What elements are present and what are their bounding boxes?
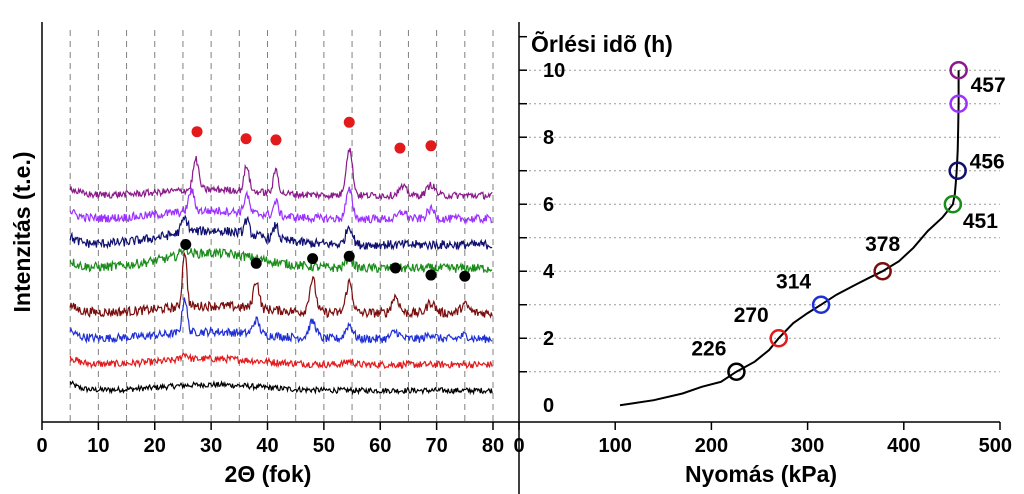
xrd-panel: 0 10 20 30 40 50 60 70 80 2Θ (fok) Intenzitás (t…: [9, 22, 519, 487]
pressure-point-label: 451: [963, 210, 998, 233]
xrd-x-tick-label: 20: [144, 435, 166, 457]
xrd-series-10-h: [69, 214, 493, 251]
pressure-x-tick-label: 100: [599, 435, 632, 457]
pressure-points: 226 270 314 378 451 456 457: [691, 60, 1006, 381]
xrd-series-6-h: [69, 251, 493, 319]
xrd-series-2-h: [69, 352, 493, 370]
xrd-peak-marker: [343, 116, 355, 128]
pressure-point-label: 226: [691, 338, 726, 361]
pressure-panel: 0 100 200 300 400 500 0 2 4 6 8 10 226 270 314 378 451…: [513, 30, 1012, 487]
xrd-x-tick-label: 80: [482, 435, 504, 457]
xrd-series-8-h: [69, 243, 493, 274]
pressure-x-axis-title: Nyomás (kPa): [685, 461, 837, 487]
xrd-peak-marker: [394, 142, 406, 154]
pressure-point-marker: [873, 261, 892, 281]
pressure-point-marker: [769, 328, 788, 348]
xrd-series-4-h: [69, 297, 493, 345]
xrd-series-0-h: [69, 379, 493, 396]
pressure-point-label: 456: [970, 151, 1005, 174]
xrd-x-ticks: 0 10 20 30 40 50 60 70 80: [36, 422, 504, 457]
pressure-gridlines: [519, 35, 1000, 373]
pressure-point-marker: [811, 295, 831, 314]
xrd-x-tick-label: 60: [369, 435, 391, 457]
xrd-x-tick-label: 0: [36, 435, 47, 457]
pressure-point-marker: [949, 94, 968, 113]
xrd-x-tick-label: 30: [200, 435, 222, 457]
pressure-point-marker: [948, 161, 967, 180]
pressure-y-tick-label: 6: [543, 194, 554, 216]
pressure-y-tick-label: 10: [543, 60, 565, 82]
xrd-series-14-h: [69, 147, 493, 201]
pressure-x-ticks: 0 100 200 300 400 500: [513, 422, 1012, 457]
pressure-point-label: 457: [971, 74, 1006, 97]
pressure-y-tick-label: 8: [543, 127, 554, 149]
xrd-x-axis-title: 2Θ (fok): [225, 461, 312, 487]
pressure-x-tick-label: 500: [979, 435, 1012, 457]
pressure-y-ticks: 0 2 4 6 8 10: [543, 60, 565, 417]
pressure-x-tick-label: 400: [887, 435, 920, 457]
xrd-peak-marker: [250, 257, 262, 269]
xrd-peak-marker: [459, 270, 471, 282]
pressure-y-tick-label: 0: [543, 395, 554, 417]
pressure-point-marker: [943, 194, 963, 214]
xrd-peak-marker: [307, 253, 319, 265]
xrd-peak-marker: [270, 134, 282, 146]
xrd-y-axis-title: Intenzitás (t.e.): [9, 151, 35, 312]
xrd-x-tick-label: 50: [313, 435, 335, 457]
pressure-x-tick-label: 300: [791, 435, 824, 457]
xrd-x-tick-label: 10: [87, 435, 109, 457]
xrd-peak-marker: [343, 250, 355, 262]
xrd-x-tick-label: 70: [426, 435, 448, 457]
pressure-point-marker: [949, 60, 968, 80]
xrd-series-12-h: [69, 186, 493, 226]
xrd-peak-marker: [425, 269, 437, 281]
xrd-peak-marker: [425, 140, 437, 152]
pressure-point-label: 270: [734, 304, 769, 327]
pressure-y-tick-label: 2: [543, 328, 554, 350]
xrd-x-tick-label: 40: [256, 435, 278, 457]
pressure-x-tick-label: 0: [513, 435, 524, 457]
xrd-peak-markers: [180, 116, 471, 282]
xrd-peak-marker: [191, 126, 203, 138]
xrd-peak-marker: [240, 133, 252, 145]
pressure-point-label: 378: [865, 233, 900, 256]
milling-time-axis-title: Õrlési idõ (h): [531, 30, 673, 57]
xrd-peak-marker: [180, 239, 192, 250]
pressure-x-tick-label: 200: [695, 435, 728, 457]
xrd-peak-marker: [389, 262, 401, 274]
pressure-point-marker: [727, 362, 746, 381]
pressure-point-label: 314: [776, 271, 811, 294]
pressure-y-tick-label: 4: [543, 261, 555, 283]
xrd-series-group: [69, 147, 493, 396]
